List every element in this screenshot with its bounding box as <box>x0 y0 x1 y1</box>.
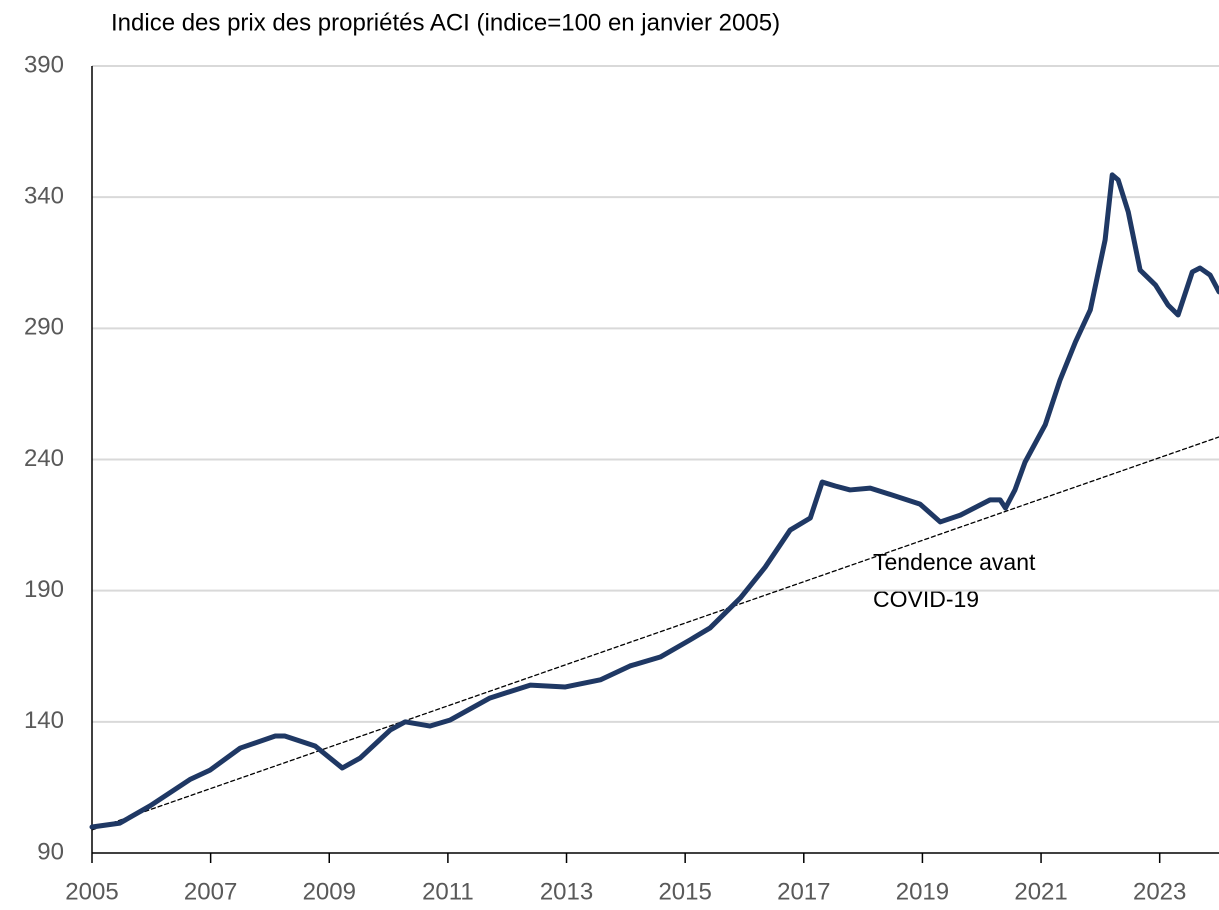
data-line <box>89 172 1219 830</box>
trend-line <box>91 436 1219 831</box>
x-tick-label: 2005 <box>65 878 118 905</box>
x-tick-label: 2019 <box>896 878 949 905</box>
y-tick-label: 390 <box>24 51 64 78</box>
y-tick-label: 290 <box>24 314 64 341</box>
y-tick-label: 190 <box>24 576 64 603</box>
x-tick-label: 2009 <box>303 878 356 905</box>
chart-title: Indice des prix des propriétés ACI (indi… <box>111 9 780 36</box>
x-tick-label: 2023 <box>1133 878 1186 905</box>
annotation: Tendence avant <box>873 549 1036 575</box>
x-tick-label: 2013 <box>540 878 593 905</box>
y-tick-label: 240 <box>24 445 64 472</box>
x-tick-label: 2017 <box>777 878 830 905</box>
y-tick-label: 340 <box>24 183 64 210</box>
x-tick-label: 2007 <box>184 878 237 905</box>
x-tick-label: 2015 <box>658 878 711 905</box>
x-tick-label: 2021 <box>1014 878 1067 905</box>
x-tick-label: 2011 <box>422 878 474 905</box>
y-tick-label: 140 <box>24 707 64 734</box>
y-tick-label: 90 <box>37 838 64 865</box>
